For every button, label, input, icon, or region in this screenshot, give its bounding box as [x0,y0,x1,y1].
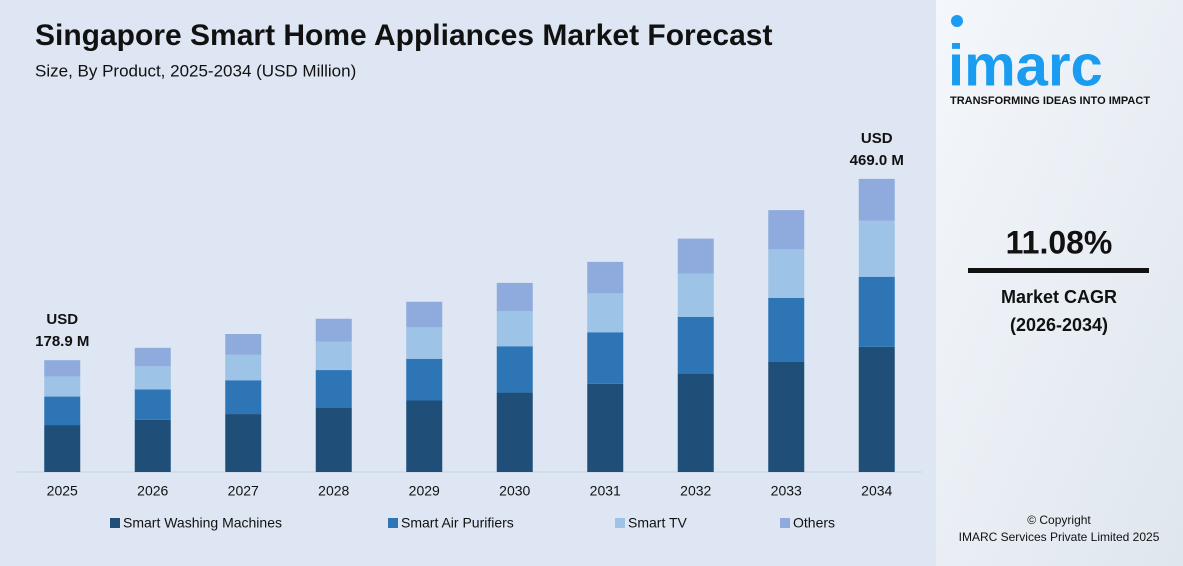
bar-segment [677,316,714,374]
bar-segment [587,383,624,472]
x-tick-label: 2031 [590,483,621,499]
bar-segment [496,282,533,312]
bar-segment [587,332,624,384]
copyright: © Copyright [1027,513,1091,527]
divider [968,268,1149,273]
total-label: 469.0 M [850,152,904,169]
chart-title: Singapore Smart Home Appliances Market F… [35,19,772,52]
legend-label: Others [793,515,835,531]
x-tick-label: 2034 [861,483,892,499]
bar-segment [858,178,895,221]
bar-segment [406,400,443,472]
legend-swatch [615,518,625,528]
bar-segment [677,374,714,472]
bar-segment [134,366,171,390]
bar-segment [858,346,895,472]
x-tick-label: 2030 [499,483,530,499]
bar-segment [858,276,895,347]
x-tick-label: 2028 [318,483,349,499]
bar-segment [768,362,805,472]
bar-segment [677,238,714,274]
bar-segment [406,358,443,401]
bar-segment [44,376,81,397]
owner: IMARC Services Private Limited 2025 [959,530,1160,544]
bar-segment [225,380,262,415]
bar-segment [496,392,533,472]
cagr-period: (2026-2034) [1010,315,1108,335]
bar-segment [315,407,352,472]
legend-swatch [780,518,790,528]
total-prefix: USD [861,130,893,147]
x-tick-label: 2026 [137,483,168,499]
legend-label: Smart TV [628,515,688,531]
bar-segment [225,414,262,472]
bar-segment [315,318,352,342]
bar-segment [496,346,533,393]
x-tick-label: 2027 [228,483,259,499]
bar-segment [44,360,81,377]
bar-segment [44,425,81,472]
x-tick-label: 2032 [680,483,711,499]
bar-segment [315,370,352,408]
bar-segment [315,341,352,371]
legend-label: Smart Air Purifiers [401,515,514,531]
bar-segment [768,249,805,298]
bar-segment [587,293,624,333]
bar-segment [677,273,714,317]
bar-segment [587,261,624,294]
tagline: TRANSFORMING IDEAS INTO IMPACT [950,95,1150,107]
cagr-value: 11.08% [1006,224,1113,260]
bar-segment [496,311,533,347]
legend-label: Smart Washing Machines [123,515,282,531]
bar-segment [134,389,171,420]
total-label: 178.9 M [35,333,89,350]
x-tick-label: 2025 [47,483,78,499]
x-tick-label: 2029 [409,483,440,499]
bar-segment [768,297,805,362]
bar-segment [406,327,443,359]
logo: imarc [948,33,1103,98]
bar-segment [225,334,262,355]
chart-subtitle: Size, By Product, 2025-2034 (USD Million… [35,61,356,80]
panel-background [936,0,1183,566]
x-tick-label: 2033 [771,483,802,499]
bar-segment [768,210,805,250]
logo-dot [951,15,963,27]
legend-swatch [388,518,398,528]
bar-segment [44,396,81,426]
bar-segment [134,347,171,367]
bar-segment [858,220,895,277]
bar-segment [225,354,262,381]
total-prefix: USD [46,311,78,328]
bar-segment [406,301,443,328]
legend-swatch [110,518,120,528]
cagr-label: Market CAGR [1001,287,1117,307]
bar-segment [134,419,171,472]
